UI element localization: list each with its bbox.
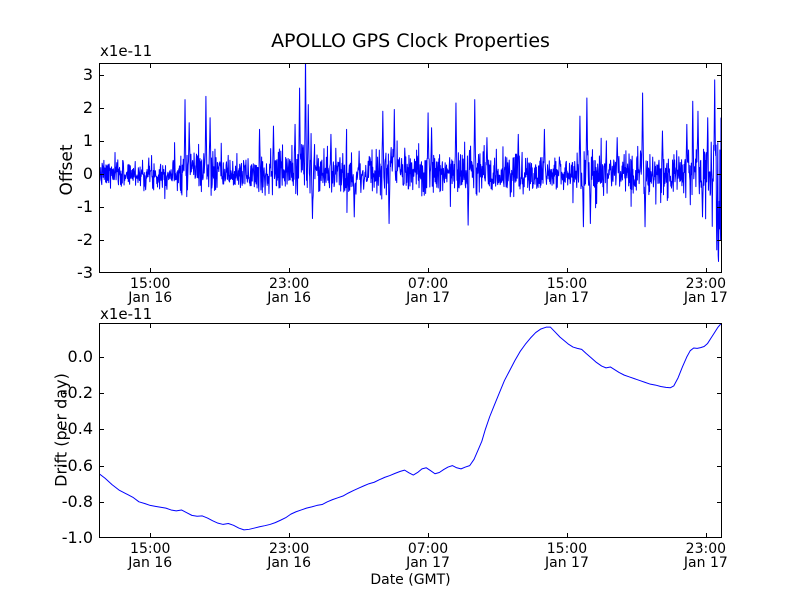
x-tick-label: 15:00 Jan 17	[545, 541, 589, 571]
drift-plot-svg	[99, 323, 722, 538]
x-tick-label: 23:00 Jan 16	[267, 541, 312, 571]
drift-series-line	[100, 324, 721, 531]
axes-frame	[99, 63, 722, 273]
y-tick-label: 0	[82, 163, 93, 183]
y-tick-label: -2	[77, 229, 93, 249]
y-tick-label: -0.8	[61, 491, 93, 511]
chart-title: APOLLO GPS Clock Properties	[271, 30, 550, 52]
tick-marks	[100, 324, 721, 537]
x-tick-label: 07:00 Jan 17	[406, 541, 450, 571]
tick-marks	[100, 64, 721, 272]
x-axis-label: Date (GMT)	[370, 572, 451, 588]
offset-plot-svg	[99, 63, 722, 273]
y-tick-label: 0.0	[67, 347, 93, 367]
y-tick-label: -0.4	[61, 419, 93, 439]
offset-scale-label: x1e-11	[100, 42, 153, 60]
x-tick-label: 23:00 Jan 16	[267, 276, 312, 306]
drift-scale-label: x1e-11	[100, 305, 153, 323]
y-tick-label: -1	[77, 196, 93, 216]
y-tick-label: 2	[82, 97, 93, 117]
y-tick-label: -1.0	[61, 528, 93, 547]
x-tick-label: 23:00 Jan 17	[683, 541, 728, 571]
y-tick-label: -0.6	[61, 455, 93, 475]
x-tick-label: 07:00 Jan 17	[406, 276, 450, 306]
x-tick-label: 15:00 Jan 16	[128, 541, 173, 571]
y-tick-label: 3	[82, 64, 93, 84]
x-tick-label: 15:00 Jan 16	[128, 276, 173, 306]
offset-plot	[99, 63, 722, 273]
drift-plot	[99, 323, 722, 538]
offset-series-line	[100, 64, 721, 262]
x-tick-label: 23:00 Jan 17	[683, 276, 728, 306]
x-tick-label: 15:00 Jan 17	[545, 276, 589, 306]
axes-frame	[99, 323, 722, 538]
y-tick-label: -0.2	[61, 383, 93, 403]
y-tick-label: -3	[77, 263, 93, 282]
y-tick-label: 1	[82, 130, 93, 150]
